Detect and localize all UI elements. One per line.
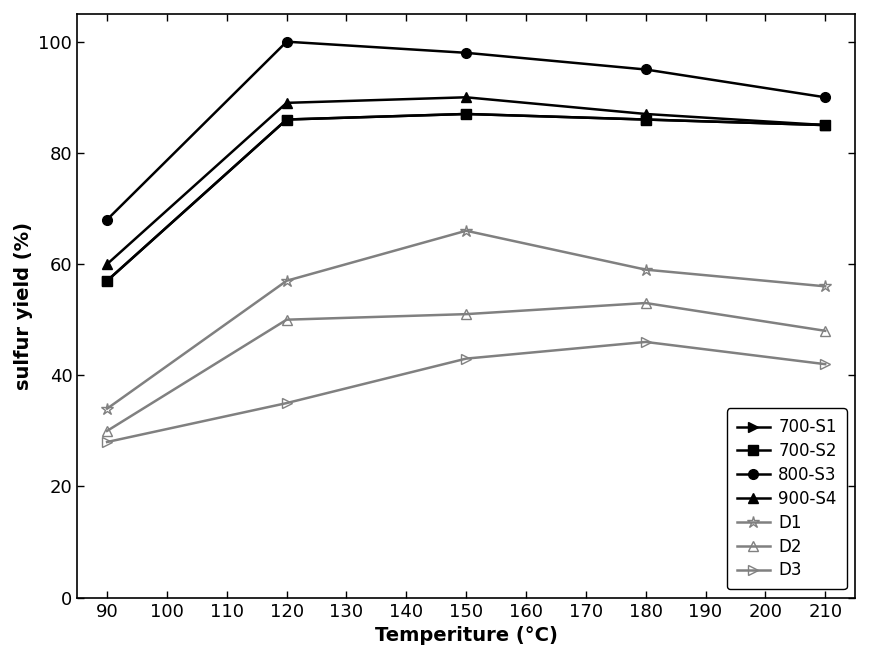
700-S2 — [102, 277, 112, 285]
900-S4 — [461, 94, 471, 101]
Line: 900-S4: 900-S4 — [103, 92, 830, 269]
Line: D2: D2 — [103, 298, 830, 436]
D2 — [461, 310, 471, 318]
800-S3 — [640, 65, 651, 73]
800-S3 — [282, 38, 292, 45]
D1 — [820, 282, 831, 290]
700-S2 — [282, 115, 292, 123]
Line: D1: D1 — [101, 225, 832, 415]
Line: D3: D3 — [103, 337, 830, 447]
D1 — [640, 266, 651, 273]
700-S2 — [461, 110, 471, 118]
D2 — [102, 427, 112, 435]
D3 — [102, 438, 112, 446]
700-S1 — [102, 277, 112, 285]
800-S3 — [820, 94, 831, 101]
Line: 800-S3: 800-S3 — [103, 37, 830, 225]
900-S4 — [102, 260, 112, 268]
700-S1 — [820, 121, 831, 129]
D2 — [282, 316, 292, 324]
700-S1 — [640, 115, 651, 123]
X-axis label: Temperiture (°C): Temperiture (°C) — [375, 626, 558, 645]
900-S4 — [282, 99, 292, 107]
D1 — [102, 405, 112, 413]
Line: 700-S2: 700-S2 — [103, 109, 830, 285]
700-S2 — [820, 121, 831, 129]
D3 — [282, 399, 292, 407]
D3 — [461, 355, 471, 362]
D2 — [640, 299, 651, 307]
900-S4 — [820, 121, 831, 129]
900-S4 — [640, 110, 651, 118]
Legend: 700-S1, 700-S2, 800-S3, 900-S4, D1, D2, D3: 700-S1, 700-S2, 800-S3, 900-S4, D1, D2, … — [726, 409, 846, 589]
800-S3 — [102, 215, 112, 223]
700-S1 — [282, 115, 292, 123]
D3 — [820, 360, 831, 368]
800-S3 — [461, 49, 471, 57]
700-S1 — [461, 110, 471, 118]
700-S2 — [640, 115, 651, 123]
D2 — [820, 327, 831, 335]
D3 — [640, 338, 651, 346]
D1 — [461, 227, 471, 235]
Y-axis label: sulfur yield (%): sulfur yield (%) — [14, 222, 33, 389]
Line: 700-S1: 700-S1 — [103, 109, 830, 285]
D1 — [282, 277, 292, 285]
